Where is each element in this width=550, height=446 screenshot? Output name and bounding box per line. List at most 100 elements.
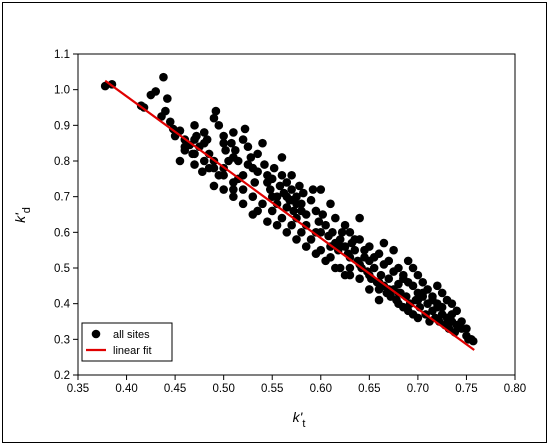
- data-point: [277, 153, 287, 162]
- data-point: [151, 87, 160, 96]
- data-point: [258, 199, 267, 209]
- data-point: [258, 138, 267, 148]
- data-point: [100, 81, 110, 91]
- data-point: [340, 270, 350, 280]
- data-point: [311, 206, 321, 216]
- data-point: [413, 270, 423, 280]
- data-point: [306, 195, 316, 205]
- data-point: [190, 135, 199, 144]
- data-point: [209, 113, 219, 123]
- data-point: [243, 160, 253, 169]
- x-tick-label: 0.75: [455, 383, 477, 395]
- data-point: [219, 131, 228, 141]
- data-point: [238, 135, 248, 144]
- data-point: [275, 181, 285, 191]
- x-tick-label: 0.65: [358, 383, 380, 395]
- data-point: [190, 121, 199, 130]
- data-point: [355, 274, 364, 284]
- legend-label-linear-fit: linear fit: [113, 345, 152, 357]
- data-point: [369, 252, 379, 262]
- data-point: [243, 142, 253, 152]
- axes: 0.35 0.40 0.45 0.50 0.55 0.60 0.65 0.70 0.75 0.80…: [54, 49, 526, 395]
- y-tick-label: 0.8: [54, 156, 70, 168]
- data-point: [253, 206, 262, 216]
- data-point: [267, 192, 277, 201]
- data-point: [263, 178, 272, 187]
- data-point: [229, 185, 238, 194]
- legend-box: [81, 322, 173, 362]
- data-point: [219, 138, 228, 148]
- linear-fit-line: [104, 79, 475, 351]
- data-point: [265, 185, 275, 194]
- y-tick-label: 1.0: [54, 85, 70, 97]
- data-point: [345, 263, 355, 273]
- data-point: [219, 185, 228, 194]
- data-point: [316, 185, 326, 194]
- data-point: [277, 213, 287, 223]
- data-point: [190, 149, 199, 159]
- data-point: [282, 203, 292, 212]
- legend: all sites linear fit: [81, 322, 173, 362]
- data-point: [311, 249, 321, 259]
- y-tick-label: 0.6: [54, 227, 70, 239]
- data-point: [321, 256, 330, 266]
- data-point: [287, 170, 296, 180]
- data-point: [326, 199, 335, 209]
- data-point: [340, 220, 350, 230]
- x-tick-label: 0.45: [164, 383, 186, 395]
- data-point: [376, 270, 386, 280]
- data-point: [301, 242, 311, 251]
- data-point: [379, 260, 389, 269]
- data-point: [369, 263, 379, 273]
- data-point: [350, 245, 360, 255]
- data-point: [389, 267, 398, 276]
- data-point: [379, 238, 389, 248]
- data-point: [289, 206, 298, 216]
- data-point: [229, 153, 238, 162]
- data-point: [157, 112, 166, 121]
- data-point: [297, 206, 306, 216]
- data-point: [308, 185, 318, 194]
- data-point: [267, 206, 277, 216]
- data-point: [297, 228, 306, 237]
- figure-frame: [2, 2, 547, 443]
- data-point: [433, 299, 442, 308]
- data-point: [199, 128, 209, 137]
- data-point: [399, 274, 408, 284]
- data-point: [418, 288, 428, 298]
- data-point: [229, 128, 238, 137]
- y-tick-label: 0.4: [54, 299, 71, 311]
- legend-marker-all-sites: [91, 329, 101, 339]
- data-point: [240, 124, 250, 134]
- x-tick-label: 0.40: [115, 383, 137, 395]
- data-point: [331, 263, 340, 273]
- data-point: [301, 220, 311, 230]
- legend-label-all-sites: all sites: [113, 329, 150, 341]
- data-point: [365, 285, 374, 294]
- data-point: [238, 185, 248, 194]
- data-point: [180, 142, 190, 152]
- y-tick-label: 0.3: [54, 334, 70, 346]
- data-point: [246, 153, 256, 162]
- data-point: [238, 199, 248, 209]
- data-point: [263, 217, 272, 226]
- data-point: [163, 94, 172, 103]
- data-point: [374, 295, 384, 305]
- data-point: [384, 274, 394, 284]
- data-point: [253, 149, 262, 159]
- data-point: [199, 138, 209, 148]
- data-point: [345, 252, 355, 262]
- x-tick-label: 0.70: [407, 383, 429, 395]
- y-tick-label: 0.5: [54, 263, 70, 275]
- data-point: [229, 192, 238, 201]
- data-point: [337, 228, 347, 237]
- data-point: [306, 235, 316, 244]
- data-point: [209, 181, 219, 191]
- data-point: [292, 213, 301, 223]
- y-tick-label: 0.9: [54, 120, 70, 132]
- data-point: [403, 256, 413, 266]
- data-point: [287, 220, 296, 230]
- data-point: [345, 228, 355, 237]
- data-point: [433, 281, 442, 291]
- plot-area: [100, 72, 478, 351]
